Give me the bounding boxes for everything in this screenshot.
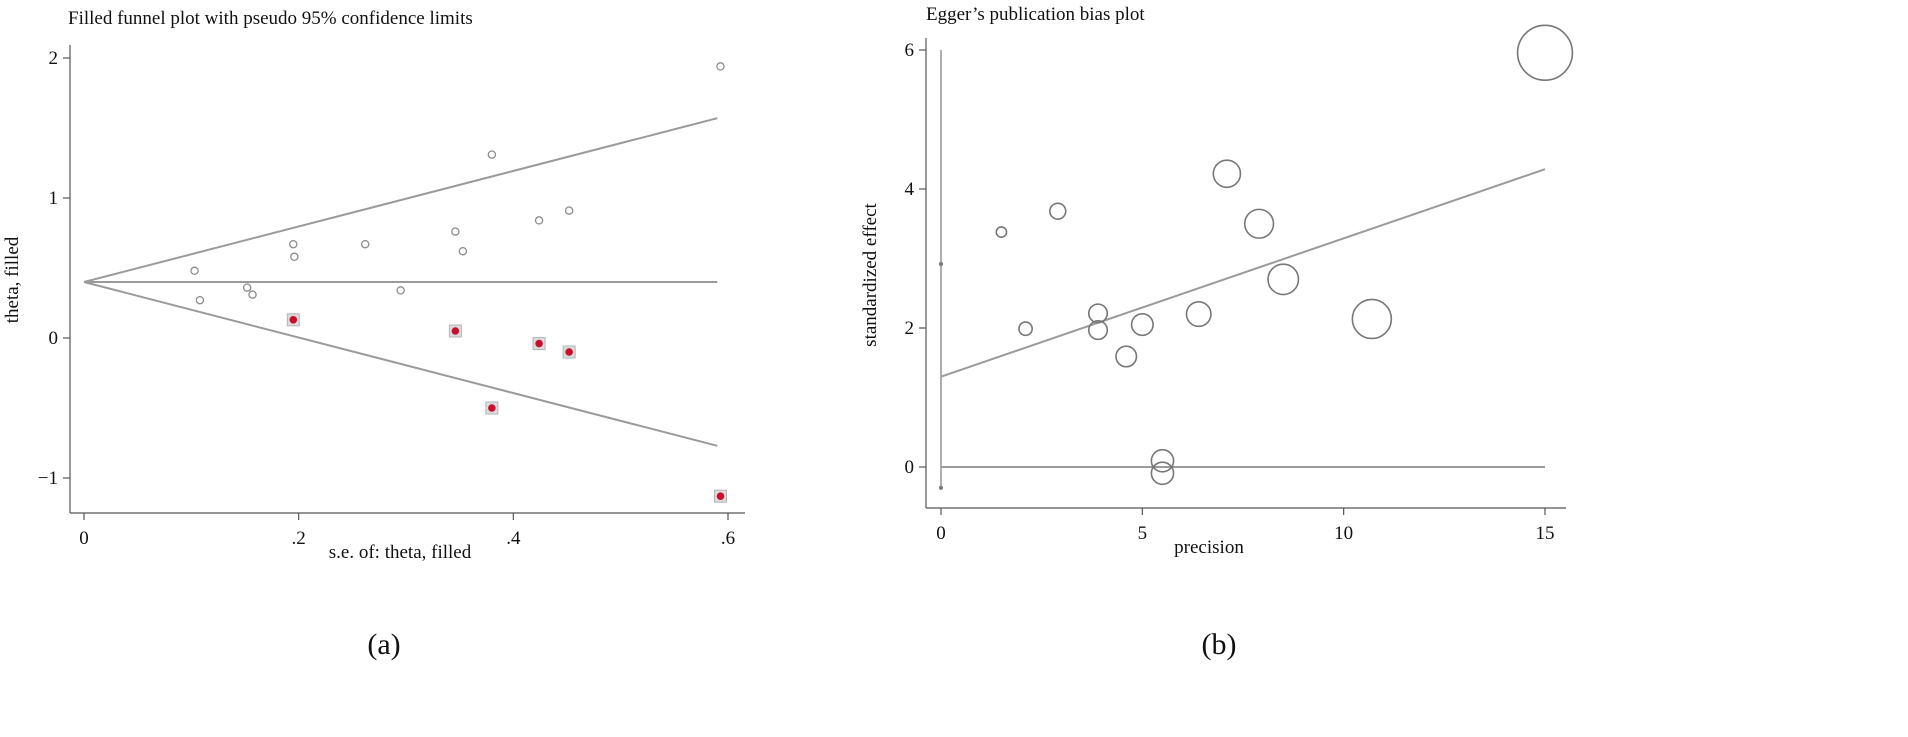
study-bubble: [1049, 202, 1067, 220]
observed-study-point: [242, 283, 252, 292]
observed-study-point: [195, 295, 205, 305]
funnel-plot-panel: Filled funnel plot with pseudo 95% confi…: [0, 0, 940, 737]
study-bubble: [1150, 461, 1175, 486]
filled-marker-dot: [488, 404, 496, 412]
y-tick-label: 4: [905, 179, 915, 200]
study-bubble: [1351, 298, 1393, 340]
y-tick-label: −1: [38, 468, 58, 489]
observed-study-point: [289, 239, 298, 249]
study-bubble: [1130, 312, 1154, 337]
study-bubble: [1243, 208, 1275, 239]
observed-study-point: [248, 290, 257, 299]
filled-study-point: [713, 489, 727, 503]
x-tick-label: 0: [79, 528, 89, 549]
filled-marker-dot: [289, 316, 298, 324]
y-tick-label: 2: [905, 318, 915, 339]
observed-study-point: [396, 286, 405, 295]
filled-marker-dot: [565, 348, 573, 356]
study-bubble: [1150, 448, 1175, 473]
x-axis-label: s.e. of: theta, filled: [329, 542, 472, 563]
study-bubble: [1087, 320, 1109, 341]
intercept-ci-lower-marker: [939, 485, 943, 490]
observed-study-point: [360, 239, 370, 249]
x-tick-label: 15: [1536, 523, 1555, 544]
x-tick-label: .4: [506, 528, 521, 549]
filled-study-point: [448, 324, 462, 338]
chart-title: Filled funnel plot with pseudo 95% confi…: [68, 8, 473, 29]
y-tick-label: 0: [905, 457, 915, 478]
y-tick-label: 0: [49, 328, 59, 349]
observed-study-point: [487, 150, 497, 159]
study-bubble: [1115, 345, 1138, 368]
panel-caption-a: (a): [367, 628, 400, 661]
observed-study-point: [716, 62, 725, 71]
x-tick-label: .6: [721, 528, 735, 549]
observed-study-point: [290, 252, 299, 262]
filled-marker-dot: [451, 327, 460, 335]
x-tick-label: 10: [1334, 523, 1353, 544]
lower-confidence-limit: [83, 281, 718, 447]
y-tick-label: 6: [905, 40, 915, 61]
study-bubble: [1516, 24, 1574, 81]
x-tick-label: 5: [1138, 523, 1148, 544]
egger-plot-panel: Egger’s publication bias plot 0 2 4 6 0 5 10 15 p…: [860, 0, 1908, 737]
regression-line: [940, 168, 1546, 378]
upper-confidence-limit: [83, 117, 718, 283]
filled-study-point: [562, 345, 576, 359]
x-tick-label: .2: [292, 528, 306, 549]
study-bubble: [1087, 303, 1109, 324]
intercept-ci-upper-marker: [939, 262, 943, 267]
y-tick-label: 2: [49, 48, 59, 69]
study-bubble: [1185, 301, 1212, 328]
study-bubble: [1018, 321, 1033, 337]
y-axis-label: standardized effect: [860, 202, 881, 346]
egger-plot: Egger’s publication bias plot 0 2 4 6 0 5 10 15 p…: [860, 4, 1574, 661]
study-bubble: [1267, 263, 1300, 296]
filled-marker-dot: [716, 492, 725, 501]
filled-study-point: [532, 337, 546, 351]
x-tick-label: 0: [936, 523, 946, 544]
y-axis-label: theta, filled: [2, 236, 23, 323]
observed-study-point: [458, 246, 468, 256]
funnel-plot: Filled funnel plot with pseudo 95% confi…: [2, 8, 745, 661]
observed-study-point: [451, 227, 460, 236]
study-bubble: [1212, 159, 1242, 189]
observed-study-point: [534, 216, 544, 225]
filled-study-point: [485, 401, 499, 415]
filled-study-point: [286, 313, 300, 327]
observed-study-point: [564, 206, 574, 215]
filled-marker-dot: [535, 339, 543, 348]
observed-study-point: [190, 266, 199, 276]
panel-caption-b: (b): [1202, 628, 1237, 661]
study-bubble: [995, 226, 1008, 239]
chart-title: Egger’s publication bias plot: [926, 4, 1145, 25]
x-axis-label: precision: [1174, 537, 1244, 558]
y-tick-label: 1: [49, 188, 59, 209]
